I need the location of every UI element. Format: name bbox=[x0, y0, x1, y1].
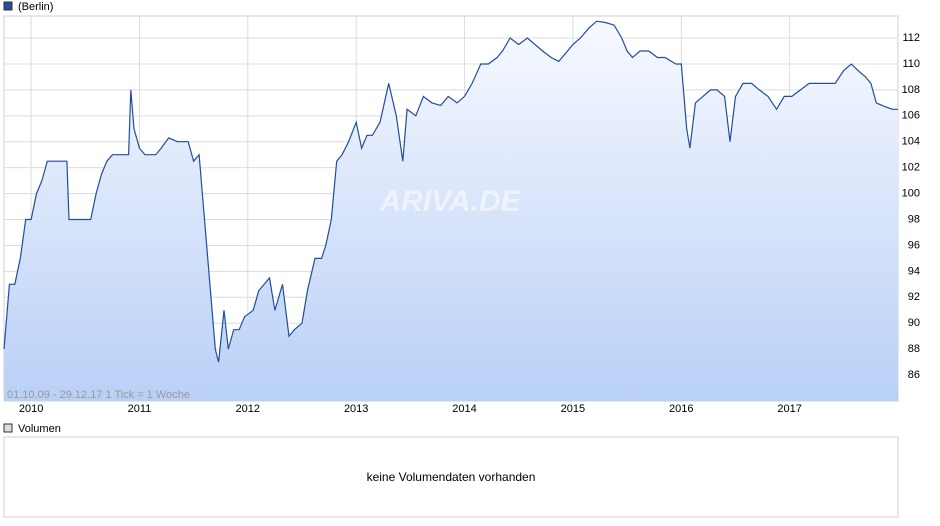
x-tick-label: 2010 bbox=[19, 403, 43, 415]
volume-frame bbox=[3, 436, 899, 518]
x-tick-label: 2011 bbox=[128, 403, 152, 415]
x-tick-label: 2014 bbox=[452, 403, 476, 415]
y-tick-label: 92 bbox=[908, 291, 920, 303]
area bbox=[4, 21, 898, 401]
legend-swatch bbox=[3, 1, 13, 11]
y-tick-label: 96 bbox=[908, 239, 920, 251]
volume-swatch bbox=[3, 423, 13, 433]
y-tick-label: 104 bbox=[902, 136, 920, 148]
y-tick-label: 108 bbox=[902, 84, 920, 96]
x-tick-label: 2017 bbox=[777, 403, 801, 415]
y-tick-label: 90 bbox=[908, 317, 920, 329]
y-tick-label: 102 bbox=[902, 162, 920, 174]
legend-label: (Berlin) bbox=[18, 1, 53, 13]
x-tick-label: 2016 bbox=[669, 403, 693, 415]
volume-title: Volumen bbox=[18, 423, 61, 435]
y-tick-label: 94 bbox=[908, 265, 920, 277]
x-tick-label: 2013 bbox=[344, 403, 368, 415]
y-tick-label: 106 bbox=[902, 110, 920, 122]
y-tick-label: 86 bbox=[908, 369, 920, 381]
volume-message: keine Volumendaten vorhanden bbox=[367, 470, 536, 484]
y-tick-label: 98 bbox=[908, 213, 920, 225]
watermark: ARIVA.DE bbox=[378, 185, 521, 218]
y-tick-label: 112 bbox=[902, 32, 920, 44]
x-tick-label: 2015 bbox=[561, 403, 585, 415]
y-tick-label: 100 bbox=[902, 187, 920, 199]
price-line bbox=[3, 20, 898, 363]
y-tick-label: 88 bbox=[908, 343, 920, 355]
x-tick-label: 2012 bbox=[236, 403, 260, 415]
y-tick-label: 110 bbox=[902, 58, 920, 70]
annotation: 01.10.09 - 29.12.17 1 Tick = 1 Woche bbox=[7, 389, 190, 401]
